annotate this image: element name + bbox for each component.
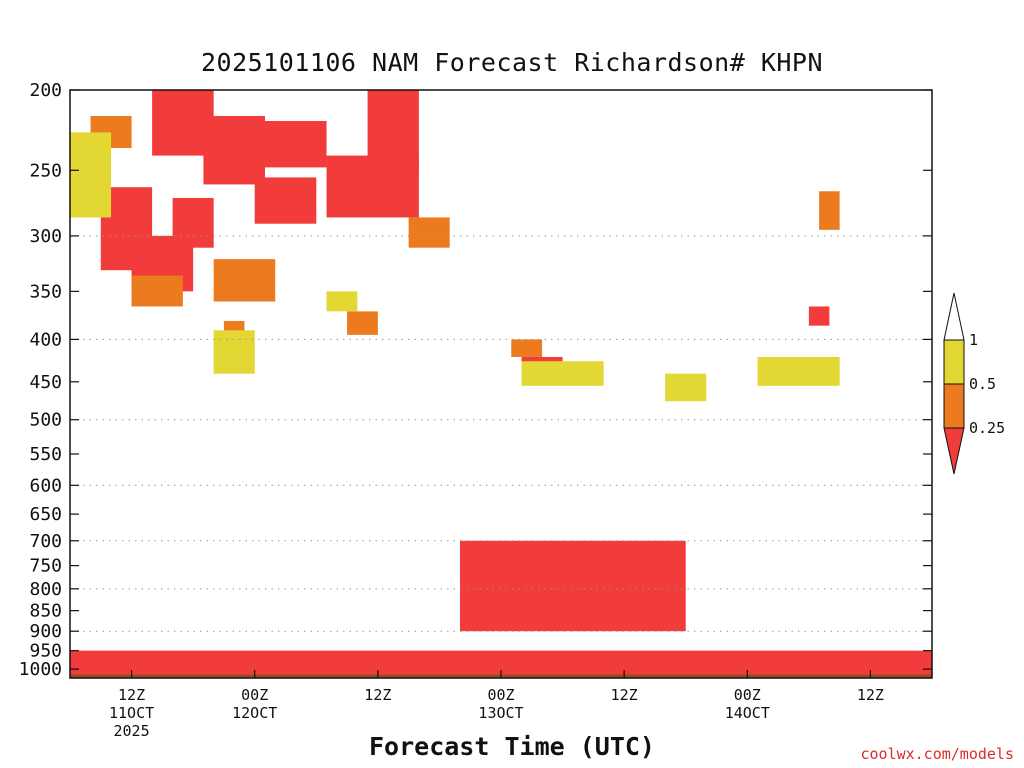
x-tick-label: 12Z [364, 686, 391, 704]
y-tick-label: 650 [29, 504, 62, 525]
heatmap-cell [172, 197, 214, 248]
heatmap-cell [367, 90, 419, 171]
heatmap-cell [70, 132, 112, 218]
y-tick-label: 550 [29, 444, 62, 465]
chart-title: 2025101106 NAM Forecast Richardson# KHPN [200, 48, 824, 77]
y-tick-label: 300 [29, 226, 62, 247]
y-tick-label: 950 [29, 641, 62, 662]
series-red-3 [70, 540, 932, 675]
gridlines [70, 235, 932, 632]
y-tick-label: 900 [29, 621, 62, 642]
x-tick-label: 00Z [487, 686, 514, 704]
heatmap-cell [819, 191, 840, 230]
colorbar-label: 0.25 [969, 419, 1005, 437]
x-tick-label: 00Z [241, 686, 268, 704]
heatmap-cell [213, 259, 276, 302]
heatmap-cell [757, 356, 840, 386]
heatmap-cell [326, 291, 358, 312]
colorbar-segment-0.25-0.5 [943, 383, 965, 429]
y-tick-label: 850 [29, 601, 62, 622]
heatmap-cell [459, 540, 686, 632]
heatmap-cell [213, 330, 255, 374]
y-tick-label: 500 [29, 410, 62, 431]
x-tick-label: 12Z [611, 686, 638, 704]
colorbar-segment-below-0.25 [943, 427, 965, 475]
heatmap-cell [521, 361, 604, 386]
y-tick-label: 750 [29, 556, 62, 577]
series-yellow-2 [70, 132, 840, 402]
x-tick-label: 13OCT [478, 704, 523, 722]
x-tick-label: 2025 [114, 722, 150, 740]
colorbar-label: 1 [969, 331, 978, 349]
heatmap-cell [70, 650, 932, 675]
x-tick-label: 12Z [118, 686, 145, 704]
y-tick-label: 450 [29, 372, 62, 393]
y-axis: 200 250 300 350 400 450 500 550 600 650 700 7508008… [19, 80, 932, 680]
heatmap-cell [234, 121, 327, 168]
heatmap-cell [511, 339, 543, 357]
x-tick-label: 11OCT [109, 704, 154, 722]
credit-link[interactable]: coolwx.com/models [860, 745, 1014, 763]
x-tick-label: 14OCT [725, 704, 770, 722]
y-tick-label: 250 [29, 160, 62, 181]
y-tick-label: 700 [29, 531, 62, 552]
heatmap-cells [70, 90, 932, 675]
x-tick-label: 00Z [734, 686, 761, 704]
colorbar-segment-above-1 [943, 292, 965, 341]
heatmap-cell [131, 275, 183, 307]
colorbar: 0.25 0.5 1 [943, 292, 1005, 475]
y-tick-label: 200 [29, 80, 62, 101]
heatmap-cell [808, 306, 830, 326]
x-axis-label: Forecast Time (UTC) [369, 732, 655, 761]
y-tick-label: 600 [29, 475, 62, 496]
heatmap-cell [347, 311, 378, 335]
series-red-0 [100, 90, 830, 382]
x-tick-label: 12OCT [232, 704, 277, 722]
y-tick-label: 350 [29, 281, 62, 302]
y-tick-label: 1000 [19, 659, 62, 680]
heatmap-cell [665, 373, 707, 402]
y-tick-label: 400 [29, 329, 62, 350]
colorbar-label: 0.5 [969, 375, 996, 393]
x-tick-label: 12Z [857, 686, 884, 704]
heatmap-cell [408, 217, 450, 248]
colorbar-segment-0.5-1 [943, 339, 965, 385]
heatmap-cell [254, 177, 317, 224]
y-tick-label: 800 [29, 579, 62, 600]
